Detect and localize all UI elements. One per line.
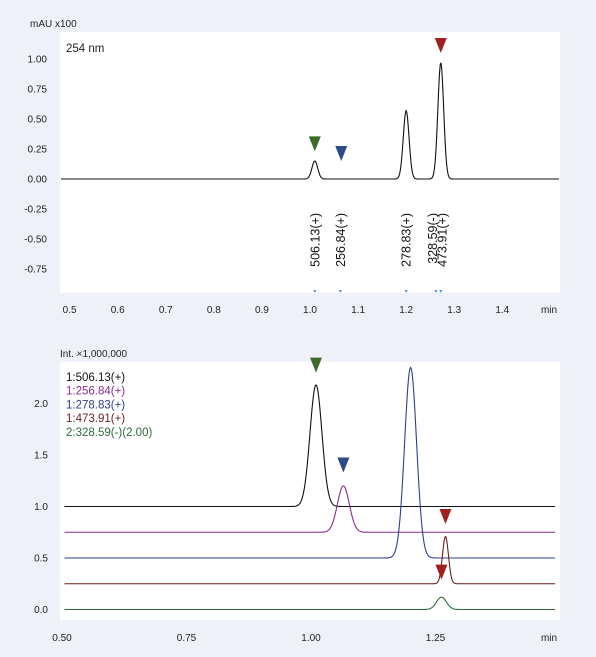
bottom-peak-marker: [439, 509, 452, 525]
top-x-tick-label: 0.6: [111, 305, 125, 316]
top-x-tick-label: 0.7: [159, 305, 173, 316]
top-y-tick-label: 0.75: [28, 85, 48, 96]
top-x-tick-label: 1.1: [351, 305, 365, 316]
axis-peak-tick: [434, 290, 438, 293]
top-x-tick-label: 1.4: [495, 305, 509, 316]
bottom-trace-line: [64, 366, 556, 559]
bottom-trace-line: [64, 596, 556, 611]
legend-entry: 1:473.91(+): [66, 413, 125, 425]
mass-label: 256.84(+): [334, 213, 348, 267]
top-x-unit-label: min: [541, 305, 557, 316]
legend-entry: 2:328.59(-)(2.00): [66, 427, 152, 439]
bottom-y-tick-label: 1.5: [34, 451, 48, 462]
axis-peak-tick: [439, 290, 443, 293]
bottom-y-axis-label: Int. ×1,000,000: [60, 349, 127, 360]
legend-entry: 1:278.83(+): [66, 399, 125, 411]
top-peak-marker: [335, 146, 348, 161]
bottom-x-tick-label: 1.25: [426, 633, 446, 644]
top-peak-marker: [434, 38, 447, 53]
bottom-x-tick-label: 0.75: [177, 633, 197, 644]
top-x-tick-label: 0.8: [207, 305, 221, 316]
axis-peak-tick: [313, 290, 317, 293]
bottom-peak-marker: [309, 357, 322, 373]
top-x-tick-label: 1.2: [399, 305, 413, 316]
top-y-axis-label: mAU x100: [30, 19, 77, 30]
plot-area-top: [60, 32, 560, 293]
bottom-y-tick-label: 0.0: [34, 605, 48, 616]
mass-label: 473.91(+): [436, 213, 450, 267]
top-y-tick-label: 0.25: [28, 145, 48, 156]
bottom-x-tick-label: 0.50: [52, 633, 72, 644]
bottom-trace-line: [64, 485, 556, 533]
bottom-x-tick-label: 1.00: [301, 633, 321, 644]
mass-label: 328.59(-): [426, 213, 440, 264]
mass-label: 278.83(+): [400, 213, 414, 267]
legend-entry: 1:256.84(+): [66, 386, 125, 398]
top-y-tick-label: 0.00: [28, 175, 48, 186]
top-peak-marker: [308, 136, 321, 152]
bottom-y-tick-label: 1.0: [34, 502, 48, 513]
plot-area-bottom: [60, 362, 560, 620]
mass-label: 506.13(+): [308, 213, 322, 267]
bottom-trace-line: [64, 384, 556, 508]
top-x-tick-label: 1.3: [447, 305, 461, 316]
top-y-tick-label: -0.25: [24, 205, 47, 216]
top-x-tick-label: 1.0: [303, 305, 317, 316]
bottom-trace-line: [64, 535, 556, 585]
top-x-tick-label: 0.9: [255, 305, 269, 316]
top-y-tick-label: 0.50: [28, 115, 48, 126]
axis-peak-tick: [404, 290, 408, 293]
wavelength-label: 254 nm: [66, 43, 104, 55]
top-y-tick-label: -0.50: [24, 235, 47, 246]
top-trace-line: [60, 62, 560, 180]
bottom-peak-marker: [337, 457, 350, 473]
legend-entry: 1:506.13(+): [66, 372, 125, 384]
axis-peak-tick: [338, 290, 342, 293]
bottom-y-tick-label: 2.0: [34, 399, 48, 410]
top-x-tick-label: 0.5: [63, 305, 77, 316]
bottom-peak-marker: [435, 564, 448, 580]
top-y-tick-label: 1.00: [28, 55, 48, 66]
top-y-tick-label: -0.75: [24, 265, 47, 276]
bottom-x-unit-label: min: [541, 633, 557, 644]
bottom-y-tick-label: 0.5: [34, 554, 48, 565]
